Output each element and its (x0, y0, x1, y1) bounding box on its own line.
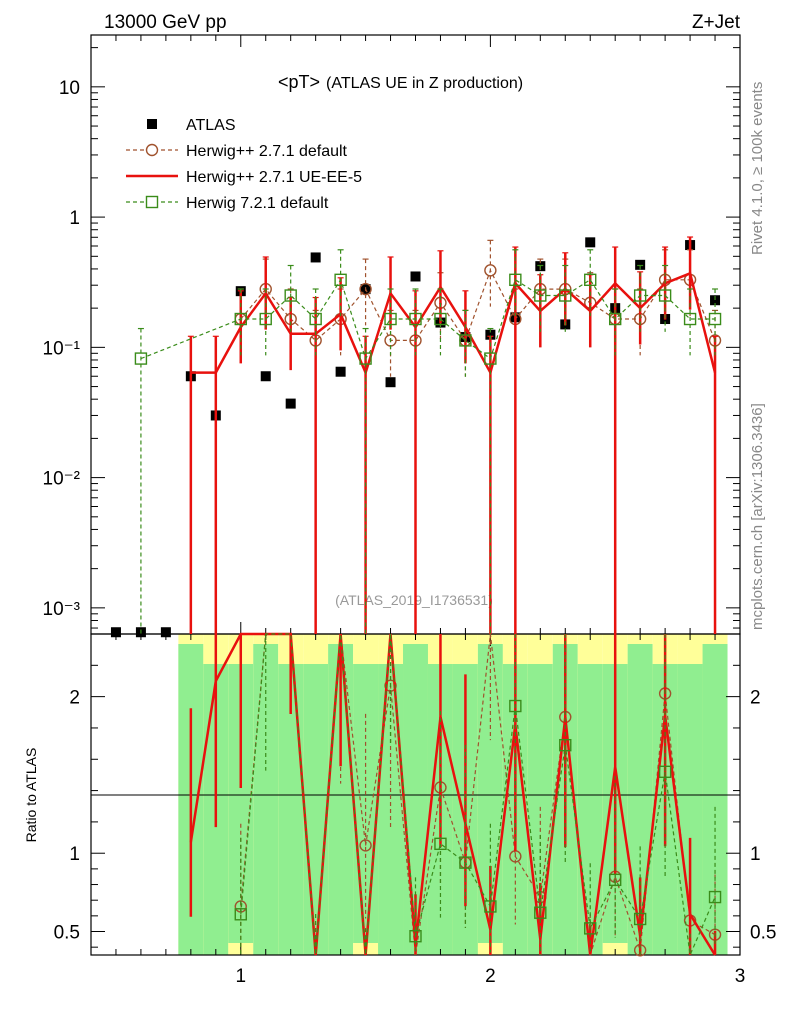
plot-title: <pT> (278, 72, 320, 92)
series-marker-ratio (409, 930, 422, 943)
series-marker-main (234, 312, 247, 326)
atlas-data-point (335, 366, 346, 377)
series-marker-ratio (608, 873, 622, 887)
header-energy: 13000 GeV pp (104, 12, 227, 33)
series-marker-ratio (559, 738, 572, 752)
series-marker-main (334, 273, 347, 287)
atlas-data-point (585, 237, 596, 248)
x-tick-label: 2 (485, 966, 496, 987)
mcplots-label: mcplots.cern.ch [arXiv:1306.3436] (749, 403, 766, 630)
legend: ATLAS Herwig++ 2.7.1 default Herwig++ 2.… (126, 117, 362, 212)
atlas-data-point (635, 259, 646, 270)
analysis-id: (ATLAS_2019_I1736531) (335, 592, 493, 608)
series-marker-main (359, 352, 372, 365)
y-tick-label-ratio: 0.5 (54, 923, 80, 944)
y-tick-label-main: 10⁻³ (43, 599, 81, 620)
y-tick-label-ratio-right: 0.5 (750, 923, 776, 944)
atlas-data-point (160, 627, 171, 638)
series-marker-main (559, 289, 572, 302)
series-marker-main (409, 312, 422, 326)
band-inner-10 (353, 664, 379, 943)
series-marker-main (608, 312, 622, 326)
series-marker-main (134, 352, 148, 365)
legend-marker-herwigpp-default (145, 143, 159, 157)
y-tick-label-main: 1 (69, 208, 80, 229)
series-marker-main (633, 289, 647, 302)
series-marker-main (459, 334, 472, 347)
atlas-data-point (385, 377, 396, 388)
series-line-main (140, 278, 715, 361)
band-inner-8 (303, 664, 329, 955)
atlas-data-point (310, 252, 321, 263)
legend-label-herwig7-default: Herwig 7.2.1 default (186, 195, 329, 212)
series-marker-ratio (534, 906, 547, 919)
series-marker-ratio (509, 699, 522, 713)
plot-subtitle: (ATLAS UE in Z production) (326, 75, 523, 92)
series-marker-ratio (484, 900, 497, 913)
series-marker-main (359, 282, 372, 296)
series-marker-main (509, 273, 522, 287)
series-marker-main (484, 352, 497, 365)
y-tick-label-main: 10 (59, 78, 80, 99)
y-tick-label-ratio-right: 1 (750, 844, 761, 865)
atlas-data-point (110, 627, 121, 638)
series-marker-main (708, 312, 722, 326)
y-tick-label-main: 10⁻² (43, 469, 81, 490)
series-line-ratio (240, 633, 716, 958)
series-marker-ratio (708, 890, 722, 904)
series-line-main (190, 271, 717, 377)
series-marker-ratio (658, 765, 672, 778)
legend-label-herwigpp-default: Herwig++ 2.7.1 default (186, 143, 348, 160)
main-series-group (110, 236, 722, 638)
atlas-data-point (285, 398, 296, 409)
ratio-y-label: Ratio to ATLAS (23, 748, 39, 843)
y-tick-label-ratio-right: 2 (750, 688, 761, 709)
series-marker-main (309, 312, 322, 326)
series-marker-ratio (434, 837, 447, 851)
series-marker-ratio (633, 912, 647, 926)
series-marker-main (284, 289, 297, 302)
header-process: Z+Jet (692, 12, 741, 33)
legend-label-atlas: ATLAS (186, 117, 236, 134)
series-line-ratio (189, 632, 717, 956)
series-marker-main (534, 289, 547, 302)
series-line-main (240, 268, 716, 342)
y-tick-label-ratio: 2 (69, 688, 80, 709)
series-marker-ratio (359, 839, 372, 852)
atlas-data-point (410, 271, 421, 282)
x-tick-label: 3 (735, 966, 746, 987)
series-marker-main (683, 312, 697, 326)
series-marker-main (484, 264, 497, 277)
series-marker-ratio (234, 908, 247, 921)
legend-marker-herwig7-default (145, 195, 159, 209)
x-tick-label: 1 (235, 966, 246, 987)
series-marker-ratio (459, 856, 472, 869)
atlas-data-point (710, 295, 721, 306)
atlas-data-point (260, 371, 271, 382)
series-marker-main (384, 312, 397, 326)
legend-label-herwigpp-ueee5: Herwig++ 2.7.1 UE-EE-5 (186, 169, 362, 186)
series-marker-main (259, 312, 272, 326)
band-inner-6 (253, 644, 279, 955)
y-tick-label-ratio: 1 (69, 844, 80, 865)
series-marker-ratio (584, 922, 597, 935)
series-marker-main (658, 289, 672, 302)
legend-marker-atlas (147, 119, 157, 129)
ratio-series-group (189, 632, 722, 958)
series-marker-main (584, 273, 597, 287)
series-marker-main (434, 312, 447, 326)
rivet-label: Rivet 4.1.0, ≥ 100k events (749, 82, 766, 255)
y-tick-label-main: 10⁻¹ (43, 338, 81, 359)
atlas-data-point (485, 329, 496, 340)
